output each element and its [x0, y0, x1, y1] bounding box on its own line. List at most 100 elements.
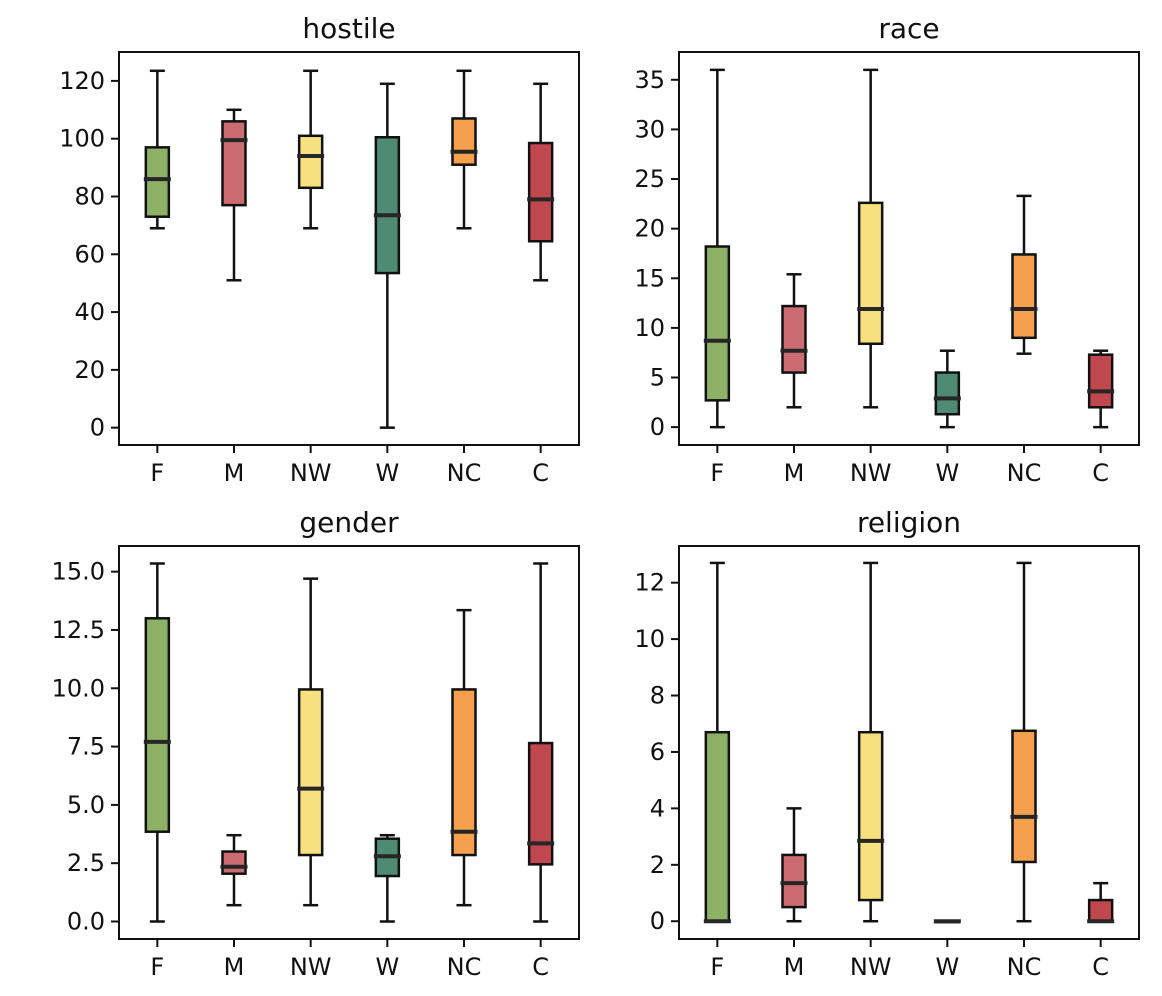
box-iqr: [527, 741, 554, 866]
y-tick-label: 120: [59, 67, 105, 95]
panel-title: hostile: [302, 12, 395, 45]
box-iqr: [297, 134, 324, 190]
box-iqr: [934, 371, 961, 416]
box-F: [143, 69, 171, 230]
y-tick-label: 60: [74, 240, 105, 268]
panel-race: race 0 5 10 15 20 25 30 35 F M NW W NC C: [634, 12, 1140, 487]
y-tick-label: 10: [634, 314, 665, 342]
x-tick-label: M: [224, 459, 245, 487]
box-NC: [1010, 194, 1038, 355]
box-W: [933, 349, 961, 429]
y-tick-label: 0: [650, 907, 665, 935]
box-W: [933, 919, 961, 924]
box-W: [373, 833, 401, 923]
box-NC: [450, 69, 478, 230]
x-tick-label: W: [375, 953, 399, 981]
y-tick-label: 0: [650, 413, 665, 441]
y-tick-label: 10.0: [52, 674, 105, 702]
box-C: [527, 562, 555, 923]
x-tick-label: C: [532, 459, 549, 487]
x-tick-label: W: [935, 459, 959, 487]
box-iqr: [857, 201, 884, 346]
x-tick-label: F: [710, 953, 724, 981]
y-tick-label: 8: [650, 682, 665, 710]
box-W: [373, 82, 401, 429]
box-M: [780, 807, 808, 923]
y-tick-label: 0.0: [67, 908, 105, 936]
box-iqr: [781, 853, 807, 909]
y-tick-label: 30: [634, 115, 665, 143]
box-iqr: [1087, 353, 1114, 409]
box-F: [703, 561, 731, 924]
y-tick-label: 35: [634, 66, 665, 94]
box-iqr: [781, 304, 807, 374]
y-tick-label: 20: [634, 215, 665, 243]
x-tick-label: NW: [290, 953, 332, 981]
x-tick-label: C: [1092, 459, 1109, 487]
y-tick-label: 5.0: [67, 791, 105, 819]
x-tick-label: M: [784, 953, 805, 981]
plot-frame: [678, 51, 1140, 446]
y-tick-label: 0: [90, 414, 105, 442]
y-tick-label: 2: [650, 851, 665, 879]
box-NC: [1010, 561, 1038, 923]
x-tick-label: M: [224, 953, 245, 981]
y-tick-label: 20: [74, 356, 105, 384]
panel-title: gender: [299, 506, 399, 539]
x-tick-label: NC: [1007, 459, 1042, 487]
box-C: [1087, 881, 1115, 924]
x-tick-label: NC: [447, 459, 482, 487]
box-NC: [450, 608, 478, 907]
x-tick-label: F: [710, 459, 724, 487]
panel-religion: religion 0 2 4 6 8 10 12 F M NW W NC C: [634, 506, 1140, 981]
box-iqr: [221, 850, 247, 875]
x-tick-label: NW: [850, 953, 892, 981]
box-F: [703, 68, 731, 429]
box-iqr: [144, 617, 171, 833]
panel-gender: gender 0.0 2.5 5.0 7.5 10.0 12.5 15.0 F M NW W NC C: [52, 506, 580, 981]
box-iqr: [451, 688, 477, 857]
y-tick-label: 12: [634, 569, 665, 597]
box-iqr: [1011, 253, 1037, 340]
box-iqr: [144, 146, 171, 218]
y-tick-label: 5: [650, 364, 665, 392]
x-tick-label: NW: [290, 459, 332, 487]
box-C: [1087, 349, 1115, 429]
box-M: [220, 108, 248, 282]
plot-frame: [118, 51, 580, 446]
plot-frame: [678, 545, 1140, 940]
box-NW: [297, 69, 325, 230]
x-tick-label: W: [375, 459, 399, 487]
box-NW: [297, 577, 325, 907]
box-iqr: [1011, 729, 1037, 864]
y-tick-label: 80: [74, 182, 105, 210]
box-iqr: [527, 141, 554, 243]
x-tick-label: NC: [447, 953, 482, 981]
x-tick-label: F: [150, 459, 164, 487]
box-M: [780, 273, 808, 409]
x-tick-label: NC: [1007, 953, 1042, 981]
box-iqr: [451, 117, 477, 166]
y-tick-label: 15.0: [52, 558, 105, 586]
x-tick-label: F: [150, 953, 164, 981]
x-tick-label: C: [1092, 953, 1109, 981]
x-tick-label: M: [784, 459, 805, 487]
y-tick-label: 6: [650, 738, 665, 766]
box-iqr: [297, 688, 324, 857]
box-iqr: [374, 135, 401, 275]
panel-title: race: [878, 12, 939, 45]
x-tick-label: NW: [850, 459, 892, 487]
x-tick-label: W: [935, 953, 959, 981]
box-iqr: [221, 120, 247, 207]
y-tick-label: 25: [634, 165, 665, 193]
box-F: [143, 562, 171, 923]
y-tick-label: 10: [634, 625, 665, 653]
y-tick-label: 40: [74, 298, 105, 326]
box-M: [220, 833, 248, 907]
box-NW: [857, 561, 885, 923]
box-iqr: [857, 730, 884, 902]
box-iqr: [704, 245, 731, 402]
box-C: [527, 82, 555, 282]
plot-frame: [118, 545, 580, 940]
